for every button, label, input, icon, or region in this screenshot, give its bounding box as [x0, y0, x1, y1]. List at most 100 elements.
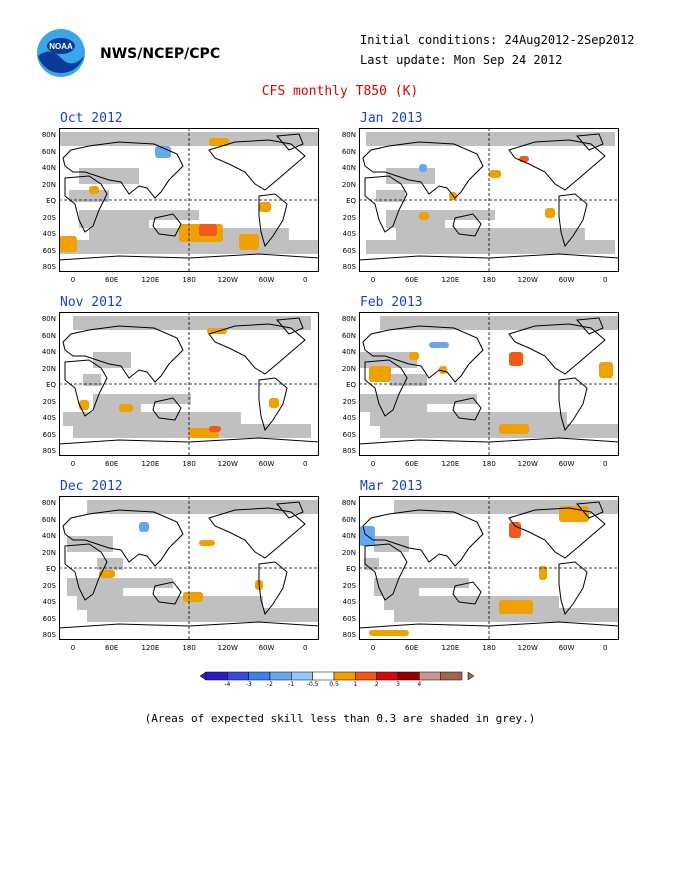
lat-label: EQ [46, 381, 56, 389]
lat-label: 60S [342, 246, 356, 255]
lon-label: 120E [141, 276, 160, 284]
lon-label: 0 [70, 644, 76, 652]
lat-label: 60S [342, 430, 356, 439]
lat-label: 80N [41, 315, 56, 323]
colorbar-segment [312, 671, 335, 681]
lon-label: 60E [105, 460, 119, 468]
lon-label: 0 [602, 460, 608, 468]
colorbar-label: 3 [396, 681, 400, 688]
lon-label: 120W [217, 276, 238, 284]
lat-label: 40N [341, 532, 356, 540]
panel-title-nov: Nov 2012 [60, 295, 123, 310]
lon-label: 120W [217, 644, 238, 652]
colorbar-label: 4 [417, 681, 422, 688]
lat-label: 20S [42, 581, 56, 590]
colorbar-segment [227, 671, 249, 681]
panel-title-dec: Dec 2012 [60, 479, 123, 494]
panel-title-mar: Mar 2013 [360, 479, 423, 494]
lat-label: 60N [341, 515, 356, 524]
lon-label: 120E [141, 460, 160, 468]
lon-label: 120W [517, 460, 538, 468]
lon-label: 0 [70, 460, 76, 468]
lon-label: 0 [370, 276, 376, 284]
lat-label: 80S [42, 447, 56, 455]
colorbar-segment [333, 671, 356, 681]
lon-label: 0 [370, 460, 376, 468]
lon-label: 0 [602, 276, 608, 284]
lat-label: 60S [42, 430, 56, 439]
colorbar-segment [355, 671, 377, 681]
lat-label: 20N [41, 548, 56, 557]
lon-label: 60W [558, 460, 575, 468]
map-panel-dec [59, 496, 319, 640]
lon-label: 0 [302, 460, 308, 468]
lon-label: 120E [441, 644, 460, 652]
lat-label: 80N [341, 499, 356, 507]
last-update: Last update: Mon Sep 24 2012 [360, 53, 563, 67]
lat-label: 80S [342, 447, 356, 455]
lon-label: 0 [302, 644, 308, 652]
lon-label: 60W [558, 276, 575, 284]
lat-label: 40S [42, 230, 56, 238]
colorbar-label: -4 [224, 681, 231, 688]
lat-label: 40N [41, 348, 56, 356]
lat-label: 20N [41, 364, 56, 373]
lon-label: 120W [517, 644, 538, 652]
lon-label: 120E [441, 276, 460, 284]
lon-label: 120W [217, 460, 238, 468]
lat-label: 60N [41, 147, 56, 156]
noaa-logo: NOAA [37, 29, 85, 77]
lon-label: 60W [558, 644, 575, 652]
colorbar-label: 1 [353, 681, 358, 688]
initial-conditions: Initial conditions: 24Aug2012-2Sep2012 [360, 33, 635, 47]
colorbar-label: -0.5 [306, 681, 319, 688]
lon-label: 120E [141, 644, 160, 652]
lon-label: 180 [182, 276, 196, 284]
colorbar-label: -3 [245, 681, 252, 688]
lat-label: 20S [42, 397, 56, 406]
lon-label: 60W [258, 644, 275, 652]
lat-label: 20S [342, 397, 356, 406]
lat-label: 60N [341, 147, 356, 156]
colorbar-segment [397, 671, 420, 681]
lat-label: 40N [41, 532, 56, 540]
lat-label: 40S [342, 414, 356, 422]
lat-label: EQ [346, 197, 356, 205]
lat-label: 60S [42, 614, 56, 623]
lat-label: 80N [341, 131, 356, 139]
colorbar-segment [248, 671, 271, 681]
colorbar-label: 2 [374, 681, 379, 688]
lat-label: 40S [342, 230, 356, 238]
logo-text: NOAA [49, 42, 73, 51]
lon-label: 60W [258, 460, 275, 468]
map-panel-feb [359, 312, 619, 456]
colorbar-label: -2 [267, 681, 273, 688]
lat-label: 60N [41, 331, 56, 340]
colorbar-segment [291, 671, 313, 681]
lon-label: 180 [482, 276, 496, 284]
map-panel-mar [359, 496, 619, 640]
lat-label: 60S [342, 614, 356, 623]
lon-label: 120W [517, 276, 538, 284]
lon-label: 0 [370, 644, 376, 652]
lat-label: EQ [46, 565, 56, 573]
lon-label: 120E [441, 460, 460, 468]
lon-label: 180 [482, 644, 496, 652]
colorbar-segment [205, 671, 228, 681]
lon-label: 60E [405, 460, 419, 468]
lat-label: EQ [46, 197, 56, 205]
map-panel-jan [359, 128, 619, 272]
lat-label: 20S [342, 581, 356, 590]
lon-label: 0 [302, 276, 308, 284]
lat-label: 80S [342, 263, 356, 271]
lat-label: 20N [341, 180, 356, 189]
lat-label: 60N [41, 515, 56, 524]
colorbar-segment [440, 671, 463, 681]
lat-label: 20N [341, 364, 356, 373]
lon-label: 180 [482, 460, 496, 468]
lon-label: 60E [105, 644, 119, 652]
page-title: CFS monthly T850 (K) [261, 84, 419, 99]
colorbar-segment [419, 671, 441, 681]
map-panel-nov [59, 312, 319, 456]
lon-label: 60E [405, 644, 419, 652]
